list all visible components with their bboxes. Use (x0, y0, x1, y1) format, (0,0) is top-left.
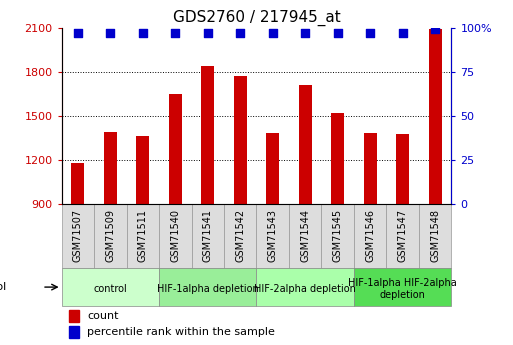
FancyBboxPatch shape (256, 204, 289, 268)
FancyBboxPatch shape (224, 204, 256, 268)
FancyBboxPatch shape (256, 268, 354, 306)
Point (204, 30, 212, 36)
Bar (69, 326, 79, 338)
Text: GSM71509: GSM71509 (105, 209, 115, 262)
FancyBboxPatch shape (62, 268, 159, 306)
Point (106, 30, 114, 36)
Point (171, 30, 180, 36)
Point (236, 30, 244, 36)
Text: GSM71548: GSM71548 (430, 209, 440, 262)
Text: GSM71541: GSM71541 (203, 209, 213, 262)
FancyBboxPatch shape (62, 204, 94, 268)
FancyBboxPatch shape (322, 204, 354, 268)
Text: GSM71546: GSM71546 (365, 209, 375, 262)
Text: GSM71544: GSM71544 (300, 209, 310, 262)
FancyBboxPatch shape (419, 204, 451, 268)
FancyBboxPatch shape (159, 268, 256, 306)
Point (431, 27, 439, 32)
FancyBboxPatch shape (191, 204, 224, 268)
Text: control: control (93, 284, 127, 294)
Bar (71, 164, 84, 204)
Text: GSM71545: GSM71545 (333, 209, 343, 263)
Bar (396, 134, 409, 204)
Point (139, 30, 147, 36)
Text: GSM71507: GSM71507 (73, 209, 83, 263)
Point (301, 30, 309, 36)
FancyBboxPatch shape (127, 204, 159, 268)
FancyBboxPatch shape (289, 204, 322, 268)
Text: GSM71547: GSM71547 (398, 209, 408, 263)
Text: HIF-2alpha depletion: HIF-2alpha depletion (254, 284, 356, 294)
Point (74, 30, 82, 36)
Text: GSM71511: GSM71511 (138, 209, 148, 262)
Text: HIF-1alpha depletion: HIF-1alpha depletion (157, 284, 259, 294)
Bar (104, 132, 117, 204)
Bar (364, 133, 377, 204)
Bar (136, 136, 149, 204)
Bar (169, 94, 182, 204)
Point (399, 30, 407, 36)
Point (269, 30, 277, 36)
FancyBboxPatch shape (159, 204, 191, 268)
Bar (234, 76, 247, 204)
Text: HIF-1alpha HIF-2alpha
depletion: HIF-1alpha HIF-2alpha depletion (348, 278, 457, 300)
FancyBboxPatch shape (354, 268, 451, 306)
Text: protocol: protocol (0, 282, 6, 292)
Point (366, 30, 374, 36)
Bar (201, 66, 214, 204)
Text: GSM71543: GSM71543 (268, 209, 278, 262)
Bar (69, 310, 79, 322)
Title: GDS2760 / 217945_at: GDS2760 / 217945_at (173, 10, 340, 26)
Bar (299, 85, 312, 204)
Bar (429, 29, 442, 204)
Text: GSM71540: GSM71540 (170, 209, 180, 262)
Point (333, 30, 342, 36)
Text: GSM71542: GSM71542 (235, 209, 245, 263)
FancyBboxPatch shape (94, 204, 127, 268)
Text: count: count (87, 311, 119, 321)
Text: percentile rank within the sample: percentile rank within the sample (87, 327, 275, 337)
FancyBboxPatch shape (386, 204, 419, 268)
FancyBboxPatch shape (354, 204, 386, 268)
Bar (331, 113, 344, 204)
Bar (266, 133, 279, 204)
